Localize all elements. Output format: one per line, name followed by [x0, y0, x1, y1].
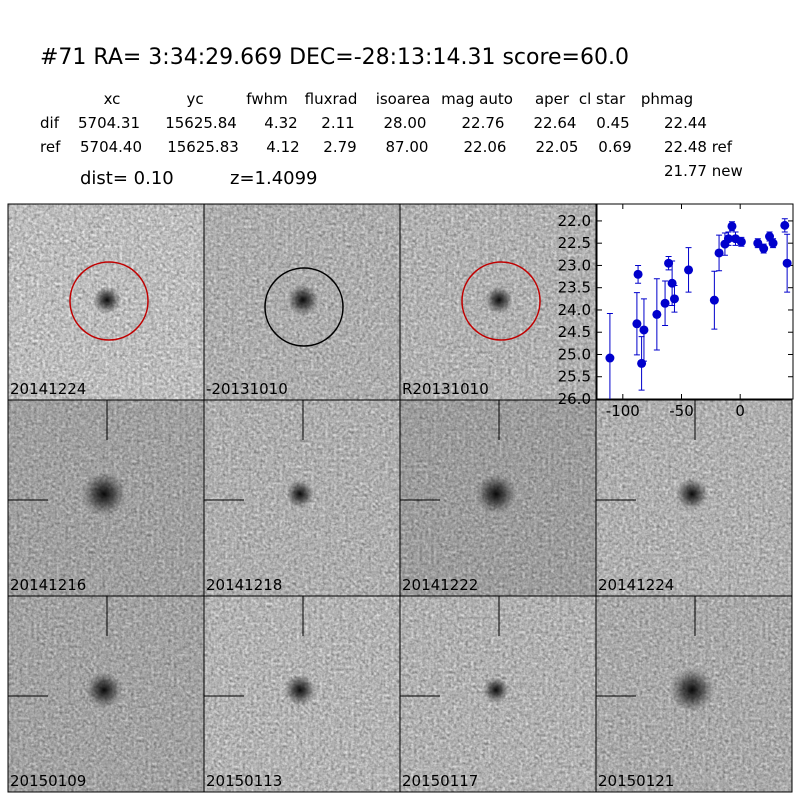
- point: [723, 234, 733, 244]
- redshift: z=1.4099: [230, 168, 318, 189]
- source: [86, 672, 122, 708]
- column-header: phmag: [641, 90, 693, 108]
- panel-label: 20141216: [10, 576, 86, 594]
- source: [476, 474, 516, 514]
- title: #71 RA= 3:34:29.669 DEC=-28:13:14.31 sco…: [40, 45, 629, 70]
- new-mag: 21.77 new: [664, 162, 743, 180]
- dist: dist= 0.10: [80, 168, 174, 189]
- cell: 22.48 ref: [664, 138, 733, 156]
- point: [780, 220, 790, 230]
- cell: 5704.40: [80, 138, 142, 156]
- y-tick-label: 23.5: [558, 279, 591, 297]
- point: [652, 309, 662, 319]
- cell: 22.06: [464, 138, 507, 156]
- column-header: cl star: [579, 90, 626, 108]
- column-header: xc: [104, 90, 121, 108]
- panel-label: 20150121: [598, 772, 674, 790]
- panel-label: 20150113: [206, 772, 282, 790]
- cell: 22.05: [536, 138, 579, 156]
- cell: 15625.84: [165, 114, 237, 132]
- point: [727, 221, 737, 231]
- plot-bg: [596, 203, 794, 400]
- point: [709, 295, 719, 305]
- point: [605, 353, 615, 363]
- source: [286, 480, 314, 508]
- point: [637, 358, 647, 368]
- point: [782, 258, 792, 268]
- cell: 22.44: [664, 114, 707, 132]
- cell: 22.76: [462, 114, 505, 132]
- y-tick-label: 25.0: [558, 345, 591, 363]
- row-label: ref: [40, 138, 61, 156]
- point: [633, 269, 643, 279]
- y-tick-label: 23.0: [558, 256, 591, 274]
- y-tick-label: 22.0: [558, 212, 591, 230]
- panel-label: 20141222: [402, 576, 478, 594]
- panel-label: 20141224: [10, 380, 86, 398]
- source: [485, 286, 513, 314]
- y-tick-label: 22.5: [558, 234, 591, 252]
- panel-label: 20150109: [10, 772, 86, 790]
- point: [753, 238, 763, 248]
- cell: 15625.83: [167, 138, 239, 156]
- cell: 87.00: [386, 138, 429, 156]
- point: [660, 298, 670, 308]
- cell: 4.12: [266, 138, 299, 156]
- point: [669, 294, 679, 304]
- y-tick-label: 26.0: [558, 390, 591, 408]
- column-header: fwhm: [246, 90, 287, 108]
- cell: 0.45: [596, 114, 629, 132]
- aperture: [69, 261, 149, 341]
- panel-frame: [595, 595, 793, 793]
- point: [667, 278, 677, 288]
- cell: 2.11: [321, 114, 354, 132]
- panel-label: -20131010: [206, 380, 288, 398]
- point: [684, 265, 694, 275]
- cell: 22.64: [534, 114, 577, 132]
- column-header: mag auto: [441, 90, 513, 108]
- source: [670, 668, 714, 712]
- panels: 20141224 -20131010 R20131010 20141216 201412…: [7, 203, 793, 793]
- aperture: [461, 261, 541, 341]
- source: [287, 284, 319, 316]
- point: [736, 237, 746, 247]
- point: [714, 248, 724, 258]
- source: [676, 478, 708, 510]
- cell: 4.32: [264, 114, 297, 132]
- column-header: fluxrad: [305, 90, 358, 108]
- point: [639, 325, 649, 335]
- point: [632, 319, 642, 329]
- light-curve: 22.0 22.5 23.0 23.5 24.0 24.5 25.0 25.5 26.0 -100…: [558, 203, 794, 420]
- column-header: isoarea: [376, 90, 431, 108]
- x-tick-label: 0: [735, 402, 745, 420]
- table: xc yc fwhm fluxrad isoarea mag auto aper cl sta…: [40, 90, 733, 156]
- cell: 28.00: [384, 114, 427, 132]
- y-tick-label: 24.5: [558, 323, 591, 341]
- cell: 0.69: [598, 138, 631, 156]
- source: [284, 674, 316, 706]
- column-header: aper: [535, 90, 570, 108]
- point: [768, 238, 778, 248]
- series: [605, 218, 792, 399]
- source: [82, 472, 126, 516]
- column-header: yc: [186, 90, 203, 108]
- panel-label: R20131010: [402, 380, 489, 398]
- x-tick-label: -50: [669, 402, 694, 420]
- panel-label: 20150117: [402, 772, 478, 790]
- point: [759, 244, 769, 254]
- cell: 5704.31: [78, 114, 140, 132]
- y-tick-label: 24.0: [558, 301, 591, 319]
- source: [483, 677, 509, 703]
- source: [93, 286, 121, 314]
- panel-label: 20141218: [206, 576, 282, 594]
- y-tick-label: 25.5: [558, 368, 591, 386]
- row-label: dif: [40, 114, 60, 132]
- x-tick-label: -100: [606, 402, 640, 420]
- aperture: [264, 267, 344, 347]
- cell: 2.79: [323, 138, 356, 156]
- panel-label: 20141224: [598, 576, 674, 594]
